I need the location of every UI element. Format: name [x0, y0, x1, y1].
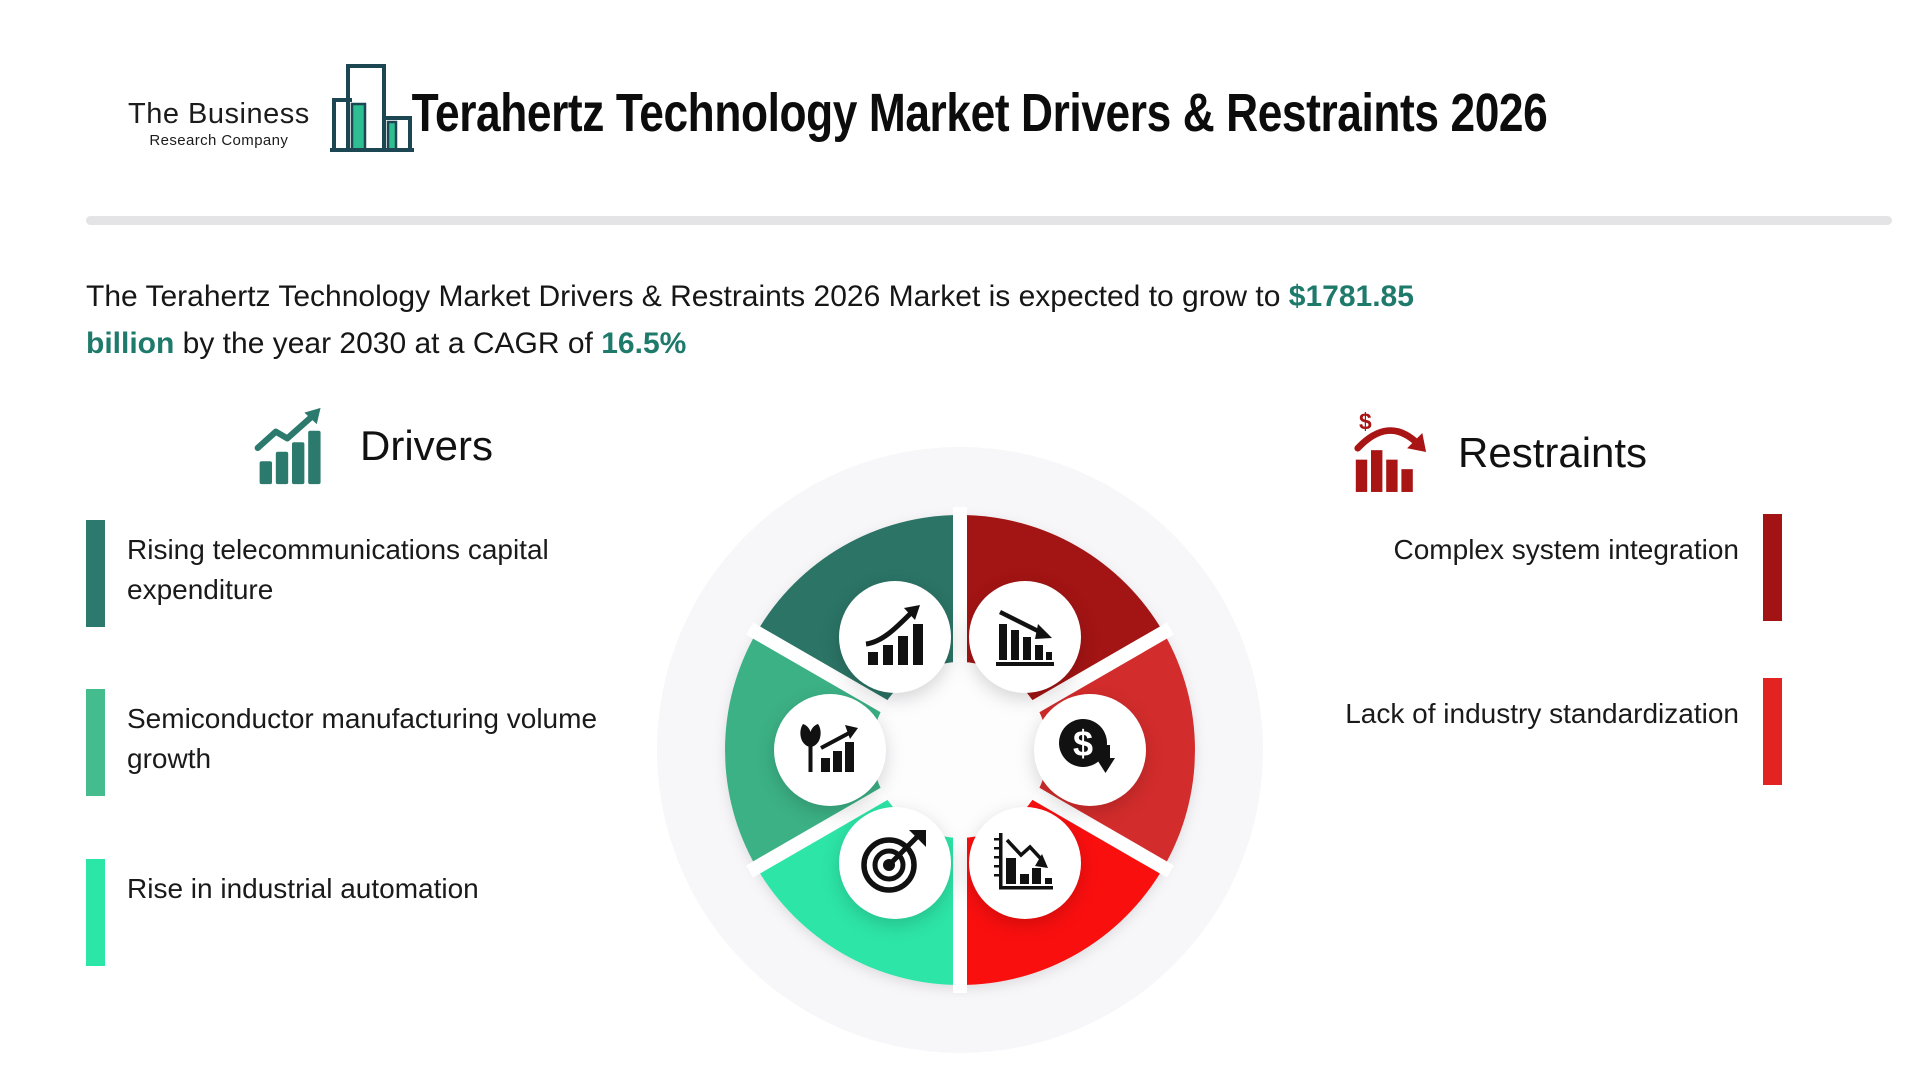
drivers-restraints-wheel: $: [657, 447, 1263, 1053]
growth-bars-arrow-icon: [254, 407, 321, 485]
market-value: $1781.85: [1288, 280, 1414, 313]
restraint-item: Lack of industry standardization: [1345, 678, 1782, 785]
divider: [86, 216, 1892, 225]
restraint-bar: [1763, 678, 1782, 785]
restraint-item: Complex system integration: [1394, 514, 1782, 621]
intro-lead: The Terahertz Technology Market Drivers …: [86, 280, 1289, 313]
brand-subname: Research Company: [149, 132, 289, 149]
dollar-glyph: $: [1073, 723, 1093, 764]
drivers-heading: Drivers: [360, 422, 493, 469]
brand-logo-text: The Business Research Company: [128, 98, 310, 149]
brand-name: The Business: [128, 98, 310, 130]
plant-growth-icon: [774, 694, 886, 806]
target-icon: [839, 807, 951, 919]
driver-label: Rise in industrial automation: [127, 873, 479, 904]
driver-item: Semiconductor manufacturing volume growt…: [86, 689, 666, 796]
restraint-label: Lack of industry standardization: [1345, 698, 1739, 729]
wheel-hub: [872, 662, 1048, 838]
dollar-decrease-icon: $: [1034, 694, 1146, 806]
driver-item: Rise in industrial automation: [86, 859, 666, 966]
declining-bars-icon: [969, 581, 1081, 693]
intro-middle: by the year 2030 at a CAGR of: [174, 326, 602, 360]
driver-bar: [86, 859, 105, 966]
dollar-glyph: $: [1359, 410, 1372, 434]
restraints-heading: Restraints: [1458, 429, 1648, 476]
declining-line-chart-icon: [969, 807, 1081, 919]
driver-item: Rising telecommunications capital expend…: [86, 520, 666, 627]
market-value-unit: billion: [86, 326, 175, 360]
growth-chart-icon: [839, 581, 951, 693]
restraint-bar: [1763, 514, 1782, 621]
page-title: Terahertz Technology Market Drivers & Re…: [412, 83, 1548, 144]
driver-label: Rising telecommunications capital expend…: [127, 534, 549, 605]
driver-bar: [86, 520, 105, 627]
cagr-value: 16.5%: [601, 326, 687, 360]
intro-text: The Terahertz Technology Market Drivers …: [86, 274, 1586, 367]
restraint-label: Complex system integration: [1393, 534, 1739, 565]
driver-bar: [86, 689, 105, 796]
restraints-header: $ Restraints: [1352, 410, 1647, 496]
declining-bars-dollar-icon: $: [1354, 410, 1427, 492]
brand-skyline-icon: [330, 64, 414, 152]
driver-label: Semiconductor manufacturing volume growt…: [127, 703, 598, 774]
drivers-header: Drivers: [252, 404, 493, 488]
